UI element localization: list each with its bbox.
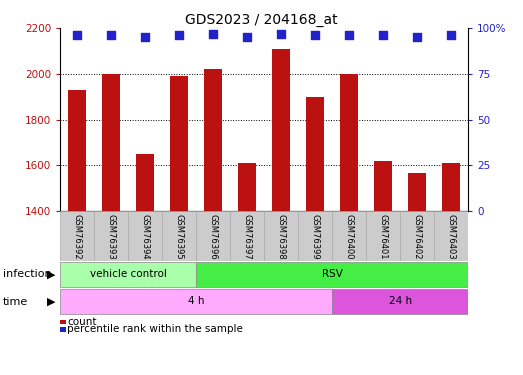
Point [447,33,456,39]
Bar [136,154,154,211]
Text: count: count [67,317,96,327]
Text: vehicle control: vehicle control [90,269,166,279]
Text: ▶: ▶ [47,269,55,279]
Bar [60,211,94,261]
Text: GSM76393: GSM76393 [107,214,116,260]
Bar [366,211,400,261]
Bar [400,211,434,261]
Text: GSM76403: GSM76403 [447,214,456,259]
Text: GSM76397: GSM76397 [243,214,252,260]
Text: GSM76398: GSM76398 [277,214,286,260]
Text: percentile rank within the sample: percentile rank within the sample [67,324,243,334]
Point [413,34,422,40]
Point [243,34,252,40]
Bar [60,290,332,314]
Bar [264,211,298,261]
Bar [340,74,358,211]
Text: GSM76395: GSM76395 [175,214,184,259]
Bar [162,211,196,261]
Bar [272,49,290,211]
Bar [230,211,264,261]
Bar [204,69,222,211]
Text: GSM76392: GSM76392 [73,214,82,259]
Text: GSM76402: GSM76402 [413,214,422,259]
Bar [408,173,426,211]
Bar [60,262,196,286]
Bar [442,163,460,211]
Point [141,34,150,40]
Text: GSM76401: GSM76401 [379,214,388,259]
Bar [102,74,120,211]
Point [379,33,388,39]
Text: 24 h: 24 h [389,296,412,306]
Text: GSM76394: GSM76394 [141,214,150,259]
Point [311,33,320,39]
Point [345,33,354,39]
Bar [196,262,468,286]
Text: GDS2023 / 204168_at: GDS2023 / 204168_at [185,13,338,27]
Bar [332,290,468,314]
Text: infection: infection [3,269,51,279]
Text: time: time [3,297,28,307]
Text: GSM76396: GSM76396 [209,214,218,260]
Text: GSM76400: GSM76400 [345,214,354,259]
Bar [170,76,188,211]
Bar [374,161,392,211]
Bar [434,211,468,261]
Bar [306,97,324,211]
Text: GSM76399: GSM76399 [311,214,320,259]
Text: 4 h: 4 h [188,296,204,306]
Point [175,33,184,39]
Bar [332,211,366,261]
Bar [298,211,332,261]
Bar [128,211,162,261]
Point [73,33,82,39]
Point [209,31,218,37]
Point [107,33,116,39]
Bar [68,90,86,211]
Bar [196,211,230,261]
Point [277,31,286,37]
Bar [238,163,256,211]
Text: RSV: RSV [322,269,343,279]
Text: ▶: ▶ [47,297,55,307]
Bar [94,211,128,261]
